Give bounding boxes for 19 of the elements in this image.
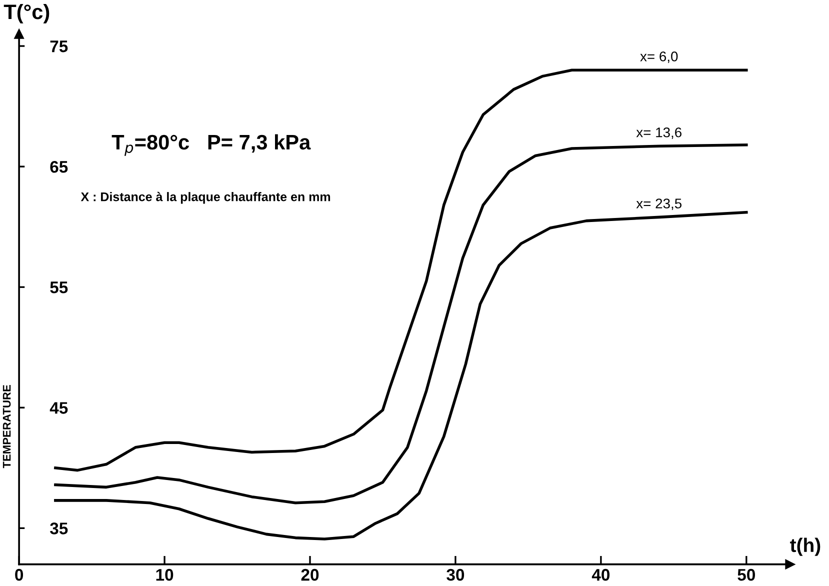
x-axis-title: t(h): [790, 538, 820, 556]
y-tick-label: 65: [50, 160, 68, 173]
x-tick-label: 0: [15, 568, 24, 581]
y-axis-title: TEMPERATURE: [2, 384, 11, 468]
x-tick-label: 10: [156, 568, 174, 581]
x-tick-label: 20: [301, 568, 319, 581]
y-tick-label: 35: [50, 522, 68, 534]
x-tick-label: 40: [592, 568, 610, 581]
series-label: x= 13,6: [636, 127, 682, 139]
y-tick-label: 75: [50, 40, 68, 52]
text: T(°c): [4, 4, 50, 24]
x-tick-label: 50: [738, 568, 755, 581]
annotation: X : Distance à la plaque chauffante en mm: [80, 192, 330, 204]
y-tick-label: 45: [50, 402, 68, 414]
annotation: T$_{p}$=80°c P= 7,3 kPa: [112, 134, 311, 156]
x-tick-label: 30: [446, 568, 464, 581]
series-label: x= 23,5: [636, 198, 682, 210]
series-label: x= 6,0: [640, 52, 678, 64]
y-tick-label: 55: [50, 282, 68, 294]
